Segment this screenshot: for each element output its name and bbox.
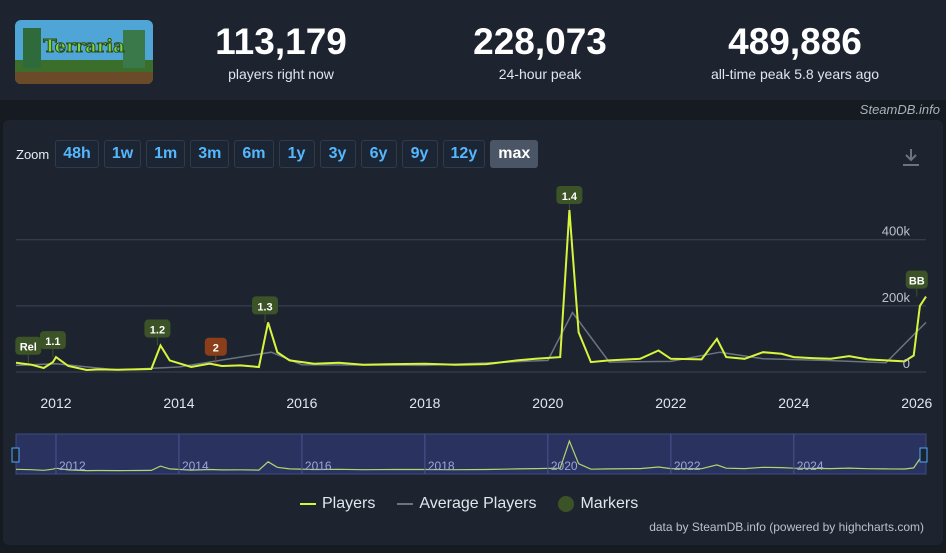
navigator-tick-label: 2018 (428, 459, 455, 473)
players-swatch (300, 503, 316, 505)
zoom-1m-button[interactable]: 1m (146, 140, 186, 168)
navigator-tick-label: 2020 (551, 459, 578, 473)
x-tick-label: 2020 (532, 395, 563, 411)
zoom-12y-button[interactable]: 12y (442, 140, 486, 168)
zoom-6m-button[interactable]: 6m (234, 140, 274, 168)
average-swatch (397, 503, 414, 505)
navigator-tick-label: 2024 (797, 459, 824, 473)
y-tick-label: 200k (882, 290, 911, 305)
zoom-3m-button[interactable]: 3m (190, 140, 230, 168)
players-line (15, 209, 927, 372)
zoom-48h-button[interactable]: 48h (55, 140, 99, 168)
marker-1-4: 1.4 (556, 186, 583, 210)
y-tick-label: 0 (903, 356, 910, 371)
x-tick-label: 2016 (286, 395, 317, 411)
y-tick-label: 400k (882, 224, 911, 239)
marker-label: 1.2 (150, 325, 165, 337)
stat-current: 113,179 players right now (200, 21, 362, 83)
zoom-9y-button[interactable]: 9y (401, 140, 438, 168)
stat-current-value: 113,179 (215, 21, 347, 62)
zoom-6y-button[interactable]: 6y (360, 140, 397, 168)
logo-wordmark: Terraria (43, 36, 125, 57)
marker-badge (204, 337, 227, 356)
marker-label: 2 (213, 343, 219, 355)
marker-1-1: 1.1 (39, 331, 66, 358)
zoom-max-button[interactable]: max (490, 140, 539, 168)
x-tick-label: 2024 (778, 395, 809, 411)
marker-label: 1.3 (257, 301, 272, 313)
marker-1-2: 1.2 (144, 319, 171, 346)
marker-label: 1.1 (45, 336, 60, 348)
marker-badge (252, 296, 279, 315)
x-tick-label: 2026 (901, 395, 932, 411)
legend-average-label: Average Players (419, 495, 537, 512)
marker-badge (144, 319, 171, 338)
x-tick-label: 2018 (409, 395, 440, 411)
x-tick-label: 2012 (40, 395, 71, 411)
stat-24h-value: 228,073 (473, 21, 607, 62)
marker-1-3: 1.3 (252, 296, 279, 323)
stat-24h-peak: 228,073 24-hour peak (450, 21, 630, 83)
marker-badge (39, 331, 66, 350)
stat-alltime-label: all-time peak 5.8 years ago (710, 66, 880, 82)
navigator-handle-left (11, 447, 20, 463)
navigator-tick-label: 2016 (305, 459, 332, 473)
stat-current-label: players right now (228, 66, 334, 82)
x-tick-label: 2022 (655, 395, 686, 411)
navigator-tick-label: 2014 (182, 459, 209, 473)
zoom-1w-button[interactable]: 1w (103, 140, 142, 168)
marker-label: Rel (20, 342, 37, 354)
navigator-handle-right (919, 447, 928, 463)
stat-alltime-value: 489,886 (728, 21, 862, 62)
header-bar: Terraria 113,179 players right now 228,0… (0, 0, 946, 100)
legend-players[interactable]: Players (300, 495, 375, 513)
steamdb-credit[interactable]: SteamDB.info (859, 102, 940, 117)
stat-24h-label: 24-hour peak (498, 66, 582, 82)
chart-legend: Players Average Players Markers (300, 495, 660, 513)
legend-markers-label: Markers (580, 495, 639, 512)
stat-alltime-peak: 489,886 all-time peak 5.8 years ago (690, 21, 900, 83)
zoom-3y-button[interactable]: 3y (319, 140, 356, 168)
legend-average[interactable]: Average Players (397, 495, 536, 513)
navigator-tick-label: 2012 (59, 459, 86, 473)
marker-label: 1.4 (562, 191, 578, 203)
download-icon[interactable] (900, 146, 922, 168)
zoom-bar: Zoom 48h 1w 1m 3m 6m 1y 3y 6y 9y 12y max (16, 139, 543, 169)
marker-badge (905, 270, 928, 289)
marker-label: BB (909, 276, 925, 288)
legend-markers[interactable]: Markers (558, 495, 638, 513)
marker-Rel: Rel (15, 336, 42, 363)
highcharts-credit[interactable]: data by SteamDB.info (powered by highcha… (649, 520, 924, 534)
marker-badge (15, 336, 42, 355)
marker-BB: BB (905, 270, 928, 297)
markers-swatch (558, 496, 575, 512)
zoom-1y-button[interactable]: 1y (278, 140, 315, 168)
navigator-tick-label: 2022 (674, 459, 701, 473)
zoom-label: Zoom (16, 146, 50, 162)
legend-players-label: Players (322, 495, 376, 512)
x-tick-label: 2014 (163, 395, 194, 411)
navigator-line (15, 439, 927, 472)
marker-badge (556, 186, 583, 204)
game-logo[interactable]: Terraria (15, 20, 153, 84)
marker-2: 2 (204, 337, 227, 364)
